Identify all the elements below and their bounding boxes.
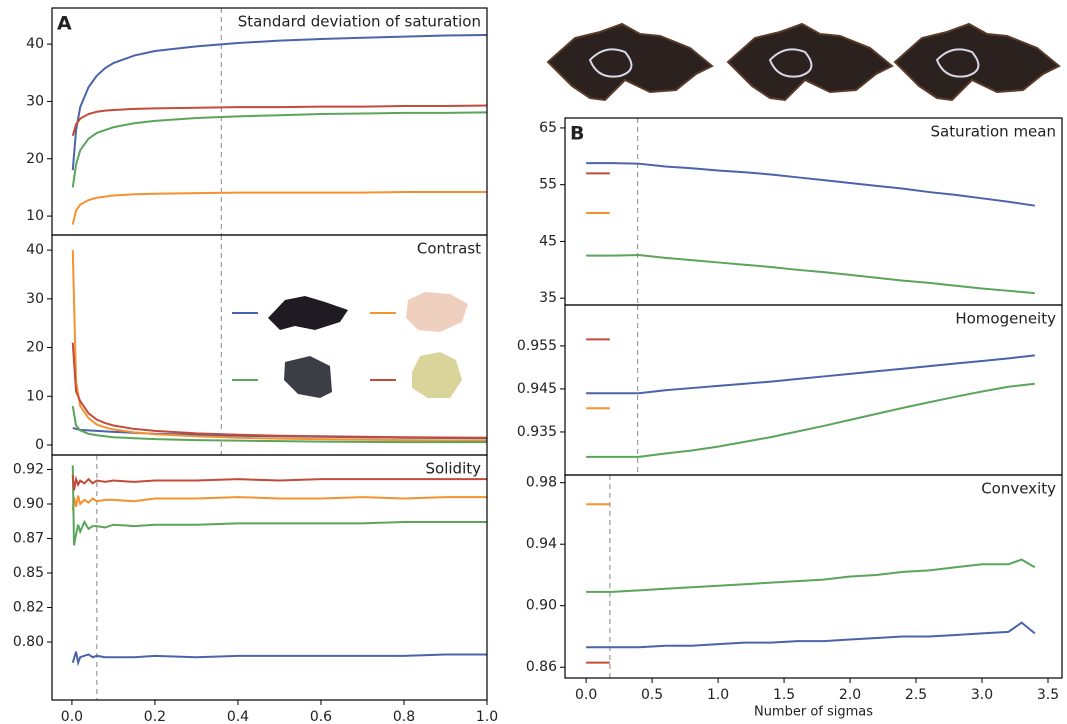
y-tick-label: 0.80: [13, 634, 44, 650]
plot-frame: [52, 235, 487, 455]
x-axis-label: Number of sigmas: [754, 705, 873, 720]
y-tick-label: 35: [539, 290, 557, 306]
series-line: [586, 384, 1035, 457]
series-line: [73, 35, 487, 170]
y-tick-label: 0.94: [526, 536, 557, 552]
series-line: [73, 496, 487, 511]
y-tick-label: 30: [26, 291, 44, 307]
x-tick-label: 0.0: [61, 709, 83, 724]
series-line: [586, 255, 1035, 293]
x-tick-label: 2.5: [905, 687, 927, 703]
series-line: [586, 623, 1035, 648]
subplot-title: Saturation mean: [930, 123, 1056, 141]
x-tick-label: 1.0: [476, 709, 498, 724]
y-tick-label: 0.92: [13, 461, 44, 477]
y-tick-label: 0.87: [13, 531, 44, 547]
y-tick-label: 0.935: [517, 424, 557, 440]
series-line: [73, 250, 487, 441]
x-tick-label: 0.6: [310, 709, 332, 724]
y-tick-label: 0.85: [13, 565, 44, 581]
legend-image: [268, 296, 348, 330]
y-tick-label: 0: [35, 437, 44, 453]
x-tick-label: 0.4: [227, 709, 249, 724]
y-tick-label: 10: [26, 388, 44, 404]
series-line: [73, 112, 487, 187]
y-tick-label: 30: [26, 93, 44, 109]
subplot-title: Standard deviation of saturation: [238, 13, 481, 31]
series-line: [586, 560, 1035, 592]
y-tick-label: 20: [26, 151, 44, 167]
subplot-title: Contrast: [417, 240, 481, 258]
legend-images: [268, 292, 468, 398]
subplot-title: Solidity: [426, 460, 482, 478]
y-tick-label: 55: [539, 177, 557, 193]
legend-image: [406, 292, 468, 332]
y-tick-label: 65: [539, 120, 557, 136]
legend-image: [284, 356, 332, 398]
y-tick-label: 20: [26, 340, 44, 356]
x-tick-label: 0.2: [144, 709, 166, 724]
x-tick-label: 3.5: [1037, 687, 1059, 703]
series-line: [73, 105, 487, 135]
y-tick-label: 0.98: [526, 475, 557, 491]
series-line: [586, 163, 1035, 206]
y-tick-label: 10: [26, 208, 44, 224]
plot-frame: [565, 118, 1062, 305]
y-tick-label: 45: [539, 233, 557, 249]
x-tick-label: 1.5: [773, 687, 795, 703]
x-tick-label: 0.0: [575, 687, 597, 703]
panel-label: A: [57, 13, 72, 35]
x-tick-label: 0.8: [393, 709, 415, 724]
x-tick-label: 3.0: [971, 687, 993, 703]
x-tick-label: 1.0: [707, 687, 729, 703]
series-line: [73, 652, 487, 663]
x-tick-label: 0.5: [641, 687, 663, 703]
legend-image: [412, 352, 462, 398]
series-line: [586, 355, 1035, 393]
panel-label: B: [570, 123, 584, 145]
subplot-title: Convexity: [981, 480, 1056, 498]
y-tick-label: 40: [26, 36, 44, 52]
y-tick-label: 0.945: [517, 381, 557, 397]
y-tick-label: 0.82: [13, 600, 44, 616]
x-tick-label: 2.0: [839, 687, 861, 703]
y-tick-label: 40: [26, 242, 44, 258]
y-tick-label: 0.90: [526, 598, 557, 614]
particle-images: [548, 24, 1059, 100]
plot-frame: [52, 455, 487, 700]
y-tick-label: 0.86: [526, 659, 557, 675]
subplot-title: Homogeneity: [955, 310, 1056, 328]
y-tick-label: 0.90: [13, 496, 44, 512]
figure: Standard deviation of saturation A 10 20 30 4…: [0, 0, 1067, 724]
y-tick-label: 0.955: [517, 338, 557, 354]
series-line: [73, 192, 487, 225]
